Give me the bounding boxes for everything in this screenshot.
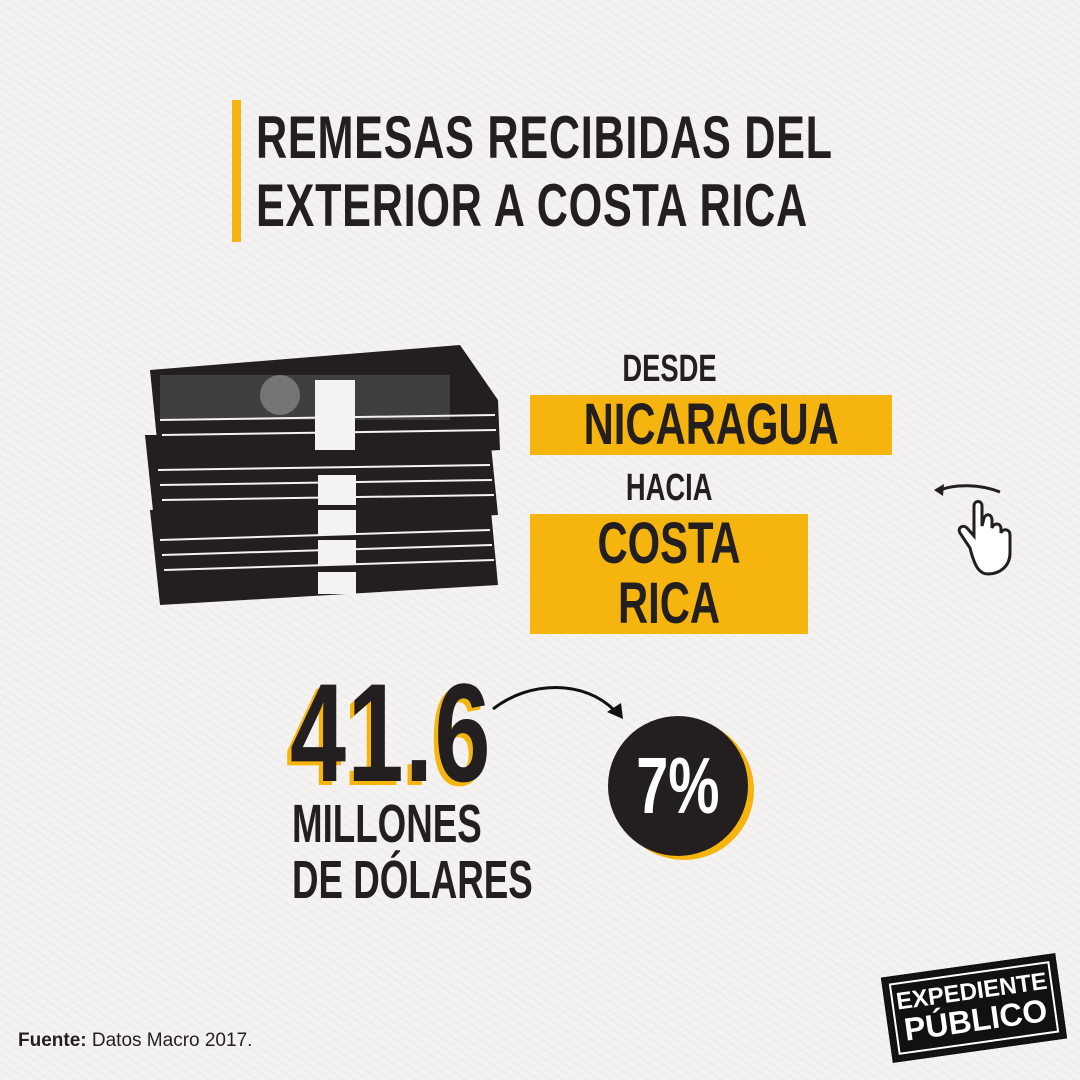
title-accent-bar [232,100,241,242]
money-stack-icon [145,345,500,605]
destination-country-highlight: COSTA RICA [530,514,808,634]
amount-value: 41.6 [290,654,492,811]
origin-country-highlight: NICARAGUA [530,395,893,455]
page-title: REMESAS RECIBIDAS DEL EXTERIOR A COSTA R… [256,104,833,240]
from-label: DESDE [621,348,717,390]
to-label: HACIA [625,467,713,509]
source-note: Fuente: Datos Macro 2017. [18,1030,253,1051]
curved-arrow-icon [492,686,623,719]
percentage-badge: 7% [608,716,748,856]
route-block: DESDE NICARAGUA HACIA COSTA RICA [530,348,893,634]
title-line-1: REMESAS RECIBIDAS DEL [256,104,833,171]
expediente-publico-logo: EXPEDIENTE PÚBLICO [880,953,1068,1063]
title-line-2: EXTERIOR A COSTA RICA [256,172,808,239]
amount-unit: MILLONES DE DÓLARES [292,794,533,910]
swipe-hand-icon [934,484,1012,576]
